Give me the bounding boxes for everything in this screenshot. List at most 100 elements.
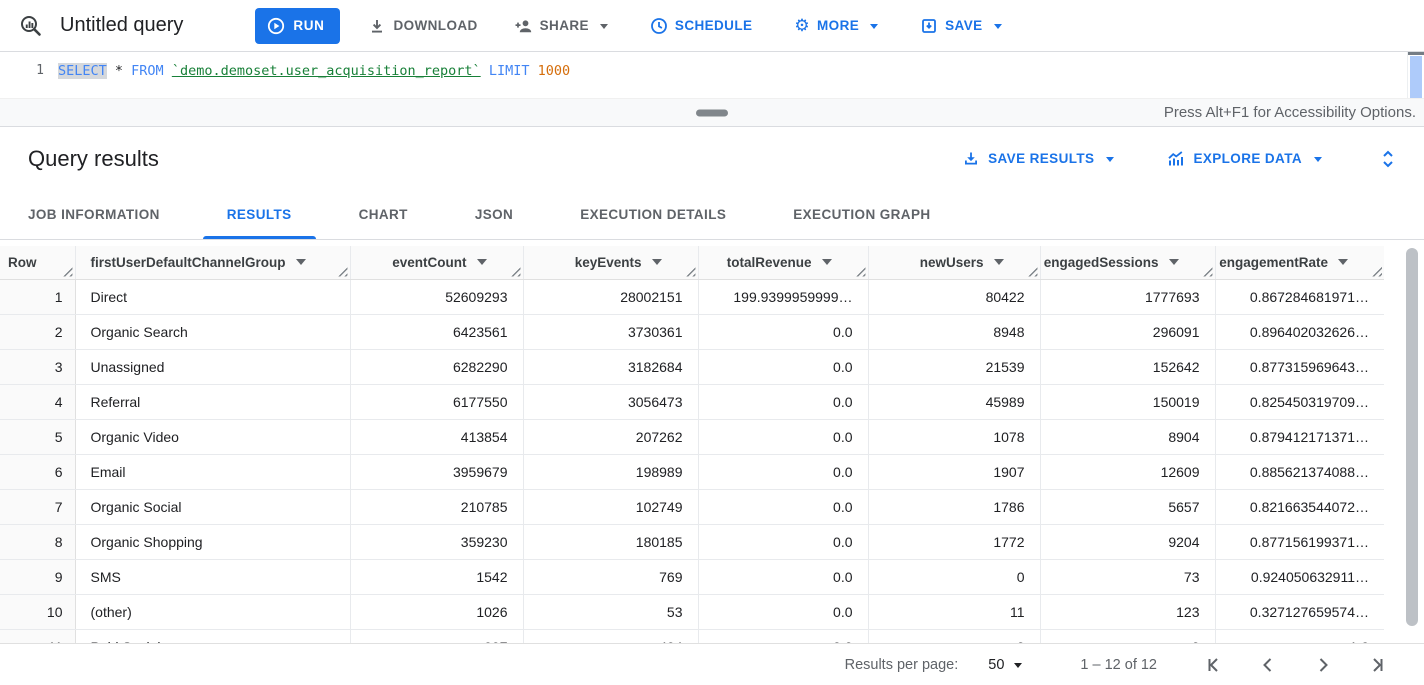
tab-results[interactable]: RESULTS: [202, 190, 316, 239]
data-cell: (other): [75, 594, 351, 630]
data-cell: 0.0: [698, 419, 869, 455]
data-cell: 5657: [1040, 489, 1216, 525]
row-number-cell: 6: [0, 454, 76, 490]
share-button[interactable]: SHARE: [514, 17, 608, 35]
table-body: 1 Direct 52609293 28002151 199.9399959999… 80…: [0, 279, 1384, 643]
sql-token: [164, 63, 172, 79]
data-cell: 0.825450319709…: [1215, 384, 1384, 420]
data-cell: 12609: [1040, 454, 1216, 490]
data-cell: 198989: [523, 454, 699, 490]
row-number-cell: 1: [0, 279, 76, 315]
query-editor-toolbar: Untitled query RUN DOWNLOAD SHARE: [0, 0, 1424, 52]
more-button[interactable]: ⚙ MORE: [794, 17, 879, 34]
table-row: 1 Direct 52609293 28002151 199.9399959999… 80…: [0, 279, 1384, 315]
column-resize-grip[interactable]: [855, 266, 866, 277]
panel-drag-handle[interactable]: [696, 109, 728, 116]
column-resize-grip[interactable]: [62, 266, 73, 277]
sql-editor[interactable]: 1 SELECT * FROM `demo.demoset.user_acqui…: [0, 52, 1424, 98]
run-button-label: RUN: [293, 18, 325, 33]
accessibility-hint: Press Alt+F1 for Accessibility Options.: [1163, 104, 1416, 121]
share-button-label: SHARE: [539, 18, 589, 33]
schedule-button[interactable]: SCHEDULE: [650, 17, 752, 35]
column-header-totalrevenue: totalRevenue: [698, 246, 869, 280]
table-scrollbar-thumb[interactable]: [1406, 248, 1418, 626]
column-resize-grip[interactable]: [1372, 266, 1382, 277]
data-cell: 1026: [350, 594, 524, 630]
collapse-expand-button[interactable]: [1378, 148, 1398, 170]
column-resize-grip[interactable]: [337, 266, 348, 277]
column-resize-grip[interactable]: [1202, 266, 1213, 277]
tab-execution-graph[interactable]: EXECUTION GRAPH: [793, 207, 931, 222]
run-button[interactable]: RUN: [255, 7, 341, 44]
download-button[interactable]: DOWNLOAD: [368, 17, 477, 35]
data-cell: 6423561: [350, 314, 524, 350]
column-resize-grip[interactable]: [510, 266, 521, 277]
schedule-button-label: SCHEDULE: [674, 18, 753, 33]
table-row: 7 Organic Social 210785 102749 0.0 1786 5657 0.…: [0, 489, 1384, 525]
download-button-label: DOWNLOAD: [393, 18, 478, 33]
save-button[interactable]: SAVE: [920, 17, 1002, 35]
sql-token: 1000: [537, 63, 571, 79]
column-dropdown-caret-icon[interactable]: [295, 259, 306, 266]
next-page-button[interactable]: [1311, 653, 1335, 677]
column-label: engagementRate: [1219, 254, 1328, 270]
column-dropdown-caret-icon[interactable]: [476, 259, 487, 266]
column-dropdown-caret-icon[interactable]: [821, 259, 832, 266]
data-cell: Referral: [75, 384, 351, 420]
data-cell: Organic Video: [75, 419, 351, 455]
save-results-download-icon: [962, 150, 980, 168]
explore-data-button[interactable]: EXPLORE DATA: [1166, 150, 1322, 168]
table-row: 6 Email 3959679 198989 0.0 1907 12609 0.8856213…: [0, 454, 1384, 490]
row-number-cell: 9: [0, 559, 76, 595]
column-dropdown-caret-icon[interactable]: [1338, 259, 1348, 266]
row-number-cell: 4: [0, 384, 76, 420]
page-size-value: 50: [988, 656, 1005, 673]
data-cell: 8904: [1040, 419, 1216, 455]
data-cell: 45989: [868, 384, 1041, 420]
column-dropdown-caret-icon[interactable]: [993, 259, 1004, 266]
data-cell: 0.0: [698, 629, 869, 643]
tab-json[interactable]: JSON: [474, 207, 514, 222]
results-tabs: JOB INFORMATION RESULTS CHART JSON EXECUTION…: [0, 190, 1424, 240]
column-header-newusers: newUsers: [868, 246, 1041, 280]
column-header-firstuserdefaultchannelgroup: firstUserDefaultChannelGroup: [75, 246, 351, 280]
more-dropdown-caret-icon: [870, 24, 879, 29]
last-page-button[interactable]: [1366, 653, 1390, 677]
pagination-bar: Results per page: 50 1 – 12 of 12: [0, 643, 1424, 685]
column-dropdown-caret-icon[interactable]: [651, 259, 662, 266]
data-cell: 997: [350, 629, 524, 643]
table-header-row: Row firstUserDefaultChannelGroup eventCoun…: [0, 246, 1384, 280]
results-table-area: Row firstUserDefaultChannelGroup eventCoun…: [0, 240, 1424, 643]
data-cell: 769: [523, 559, 699, 595]
data-cell: 3959679: [350, 454, 524, 490]
data-cell: 3056473: [523, 384, 699, 420]
tab-execution-details[interactable]: EXECUTION DETAILS: [580, 207, 727, 222]
column-resize-grip[interactable]: [1027, 266, 1038, 277]
data-cell: 9204: [1040, 524, 1216, 560]
data-cell: 0.896402032626…: [1215, 314, 1384, 350]
row-number-cell: 8: [0, 524, 76, 560]
tab-job-information[interactable]: JOB INFORMATION: [28, 207, 160, 222]
data-cell: 180185: [523, 524, 699, 560]
page-size-select[interactable]: 50: [988, 656, 1023, 673]
results-per-page-label: Results per page:: [844, 656, 959, 673]
data-cell: 28002151: [523, 279, 699, 315]
editor-scrollbar-thumb[interactable]: [1410, 56, 1422, 98]
explore-data-label: EXPLORE DATA: [1193, 151, 1302, 166]
data-cell: 1907: [868, 454, 1041, 490]
save-results-button[interactable]: SAVE RESULTS: [962, 150, 1115, 168]
tab-chart[interactable]: CHART: [358, 207, 408, 222]
data-cell: 210785: [350, 489, 524, 525]
query-title: Untitled query: [60, 14, 184, 36]
data-cell: Direct: [75, 279, 351, 315]
column-dropdown-caret-icon[interactable]: [1168, 259, 1179, 266]
column-resize-grip[interactable]: [685, 266, 696, 277]
first-page-button[interactable]: [1201, 653, 1225, 677]
previous-page-button[interactable]: [1256, 653, 1280, 677]
data-cell: 207262: [523, 419, 699, 455]
data-cell: Organic Search: [75, 314, 351, 350]
data-cell: 0.877315969643…: [1215, 349, 1384, 385]
editor-scrollbar[interactable]: [1407, 52, 1424, 98]
sql-code-line[interactable]: SELECT * FROM `demo.demoset.user_acquisi…: [58, 61, 570, 98]
table-scrollbar[interactable]: [1404, 246, 1420, 643]
